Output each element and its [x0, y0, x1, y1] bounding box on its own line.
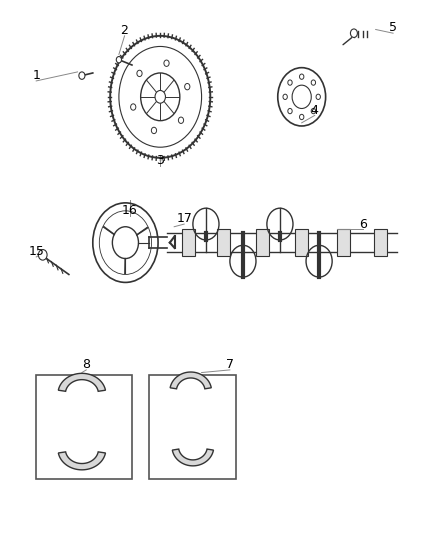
- Bar: [182, 229, 195, 256]
- Polygon shape: [58, 373, 106, 391]
- Circle shape: [79, 72, 85, 79]
- Circle shape: [311, 80, 315, 85]
- Text: 1: 1: [32, 69, 40, 82]
- Circle shape: [311, 108, 315, 114]
- Text: 8: 8: [82, 358, 90, 371]
- Polygon shape: [58, 452, 106, 470]
- Polygon shape: [172, 449, 213, 466]
- Text: 2: 2: [120, 24, 128, 37]
- Polygon shape: [170, 372, 211, 389]
- Bar: [374, 229, 387, 256]
- Text: 17: 17: [176, 212, 192, 225]
- Circle shape: [300, 114, 304, 119]
- Circle shape: [39, 249, 47, 260]
- Circle shape: [131, 104, 136, 110]
- Circle shape: [288, 108, 292, 114]
- Circle shape: [116, 56, 121, 63]
- Text: 7: 7: [226, 358, 234, 371]
- Circle shape: [288, 80, 292, 85]
- Circle shape: [300, 74, 304, 79]
- Bar: [256, 229, 269, 256]
- Circle shape: [178, 117, 184, 124]
- Circle shape: [137, 70, 142, 77]
- Text: 15: 15: [28, 245, 44, 258]
- Bar: [36, 375, 132, 479]
- Text: 16: 16: [122, 204, 138, 217]
- Circle shape: [155, 91, 166, 103]
- Circle shape: [316, 94, 321, 100]
- Bar: [217, 229, 230, 256]
- Text: 3: 3: [156, 154, 164, 167]
- Bar: [149, 375, 237, 479]
- Text: 5: 5: [389, 21, 397, 35]
- Circle shape: [185, 84, 190, 90]
- Circle shape: [350, 29, 357, 37]
- Bar: [336, 229, 350, 256]
- Circle shape: [164, 60, 169, 67]
- Text: 4: 4: [311, 103, 319, 117]
- Circle shape: [152, 127, 156, 134]
- Text: 6: 6: [359, 217, 367, 231]
- Bar: [295, 229, 308, 256]
- Circle shape: [283, 94, 287, 100]
